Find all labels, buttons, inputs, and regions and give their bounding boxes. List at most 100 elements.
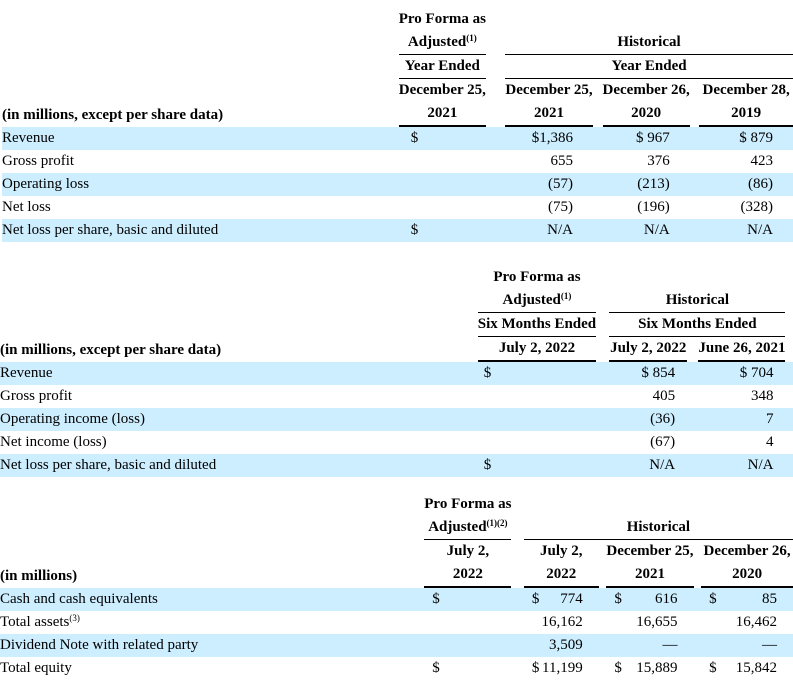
currency-symbol: $: [410, 222, 419, 238]
currency-symbol: $: [614, 660, 622, 676]
currency-symbol: $: [410, 130, 419, 146]
amount-value: (67): [650, 434, 676, 450]
historical-date-header: July 2, 2022: [609, 337, 688, 362]
historical-group-header: Historical: [609, 266, 786, 313]
amount-value: 16,655: [636, 614, 678, 630]
amount-value: $ 704: [739, 365, 774, 381]
amount-value: 16,162: [541, 614, 583, 630]
table-row: Gross profit 405 348: [0, 385, 793, 408]
row-label: Gross profit: [0, 388, 73, 404]
spacer: [785, 431, 793, 454]
amount-value: 15,889: [636, 660, 678, 676]
column-gutter: [593, 219, 603, 242]
amount-value: $ 854: [641, 365, 676, 381]
amount-cell: —: [701, 634, 793, 657]
column-gutter: [486, 127, 505, 150]
column-gutter: [687, 408, 698, 431]
amount-value: 11,199: [542, 660, 583, 676]
row-label: Total assets(3): [0, 613, 80, 631]
proforma-title-line2: Adjusted(1): [407, 33, 477, 51]
currency-symbol: $: [432, 591, 440, 607]
amount-value: 405: [652, 388, 676, 404]
row-label: Revenue: [2, 130, 55, 146]
amount-value: 774: [560, 591, 583, 607]
column-gutter: [593, 196, 603, 219]
amount-value: —: [762, 637, 777, 653]
amount-cell: $85: [701, 588, 793, 611]
proforma-cell: [399, 150, 486, 173]
column-gutter: [511, 611, 523, 634]
spacer: [0, 313, 478, 337]
proforma-period-header: Year Ended: [398, 55, 486, 79]
spacer: [785, 408, 793, 431]
proforma-cell: [424, 611, 511, 634]
historical-group-header: Historical: [523, 493, 793, 540]
amount-cell: (86): [699, 173, 793, 196]
proforma-date-header: December 25, 2021: [398, 79, 486, 127]
proforma-cell: $: [399, 219, 486, 242]
table-row: Net loss per share, basic and diluted $ …: [0, 454, 793, 477]
row-label: Gross profit: [2, 153, 75, 169]
amount-value: $1,386: [531, 130, 573, 146]
column-gutter: [596, 408, 609, 431]
currency-symbol: $: [483, 365, 492, 381]
amount-value: 376: [647, 153, 670, 169]
proforma-cell: $: [424, 588, 511, 611]
column-gutter: [687, 431, 698, 454]
amount-value: 348: [750, 388, 774, 404]
amount-cell: 16,655: [606, 611, 693, 634]
column-gutter: [511, 657, 523, 680]
column-gutter: [690, 127, 700, 150]
currency-symbol: $: [483, 457, 492, 473]
column-gutter: [694, 588, 702, 611]
historical-date-header: July 2, 2022: [523, 540, 599, 588]
header-group-row: Pro Forma as Adjusted(1) Historical: [0, 266, 793, 313]
column-gutter: [694, 540, 702, 588]
column-gutter: [599, 540, 607, 588]
column-gutter: [690, 173, 700, 196]
column-gutter: [596, 385, 609, 408]
table-row: Dividend Note with related party 3,509 —…: [0, 634, 793, 657]
amount-cell: (36): [609, 408, 687, 431]
table-caption: (in millions): [0, 568, 78, 584]
column-gutter: [599, 588, 607, 611]
table-row: Operating income (loss) (36) 7: [0, 408, 793, 431]
spacer: [785, 454, 793, 477]
amount-value: 7: [765, 411, 774, 427]
currency-symbol: $: [531, 660, 540, 676]
amount-cell: $15,842: [701, 657, 793, 680]
amount-value: N/A: [643, 222, 670, 238]
header-period-row: Year Ended Year Ended: [2, 55, 793, 79]
historical-period-header: Six Months Ended: [609, 313, 786, 337]
amount-cell: —: [606, 634, 693, 657]
currency-symbol: $: [709, 660, 717, 676]
amount-cell: N/A: [698, 454, 785, 477]
amount-value: 655: [550, 153, 573, 169]
amount-cell: (75): [505, 196, 593, 219]
table-row: Gross profit 655 376 423: [2, 150, 793, 173]
column-gutter: [596, 337, 609, 362]
column-gutter: [593, 150, 603, 173]
six-month-results-table: Pro Forma as Adjusted(1) Historical Six …: [0, 266, 793, 477]
proforma-cell: $: [478, 454, 596, 477]
column-gutter: [687, 454, 698, 477]
column-gutter: [486, 8, 505, 55]
column-gutter: [599, 634, 607, 657]
annual-results-table: Pro Forma as Adjusted(1) Historical Year…: [2, 8, 793, 242]
row-label: Total equity: [0, 660, 72, 676]
historical-date-header: December 25, 2021: [505, 79, 593, 127]
table-row: Revenue $ $1,386 $ 967 $ 879: [2, 127, 793, 150]
amount-cell: N/A: [603, 219, 690, 242]
row-label: Net loss: [2, 199, 51, 215]
header-group-row: Pro Forma as Adjusted(1)(2) Historical: [0, 493, 793, 540]
currency-symbol: $: [531, 591, 540, 607]
amount-value: N/A: [649, 457, 676, 473]
proforma-cell: $: [399, 127, 486, 150]
spacer: [0, 493, 424, 540]
spacer: [785, 362, 793, 385]
amount-cell: 655: [505, 150, 593, 173]
amount-cell: 405: [609, 385, 687, 408]
column-gutter: [687, 362, 698, 385]
amount-cell: $15,889: [606, 657, 693, 680]
amount-cell: (328): [699, 196, 793, 219]
